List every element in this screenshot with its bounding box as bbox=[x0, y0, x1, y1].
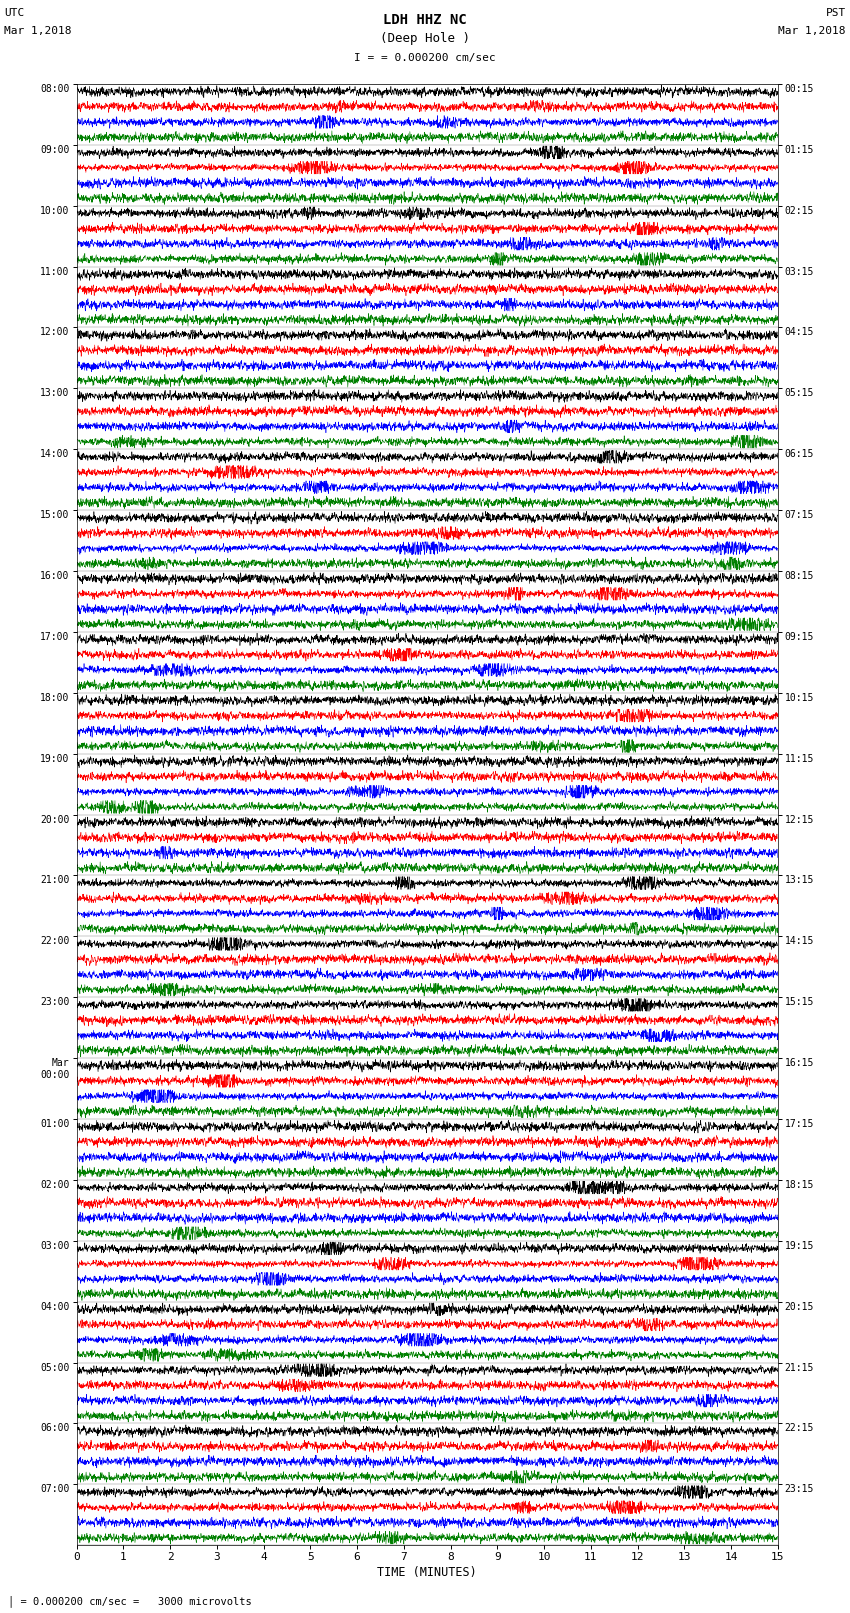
Text: LDH HHZ NC: LDH HHZ NC bbox=[383, 13, 467, 27]
Text: │ = 0.000200 cm/sec =   3000 microvolts: │ = 0.000200 cm/sec = 3000 microvolts bbox=[8, 1595, 252, 1607]
Text: UTC: UTC bbox=[4, 8, 25, 18]
Text: I = = 0.000200 cm/sec: I = = 0.000200 cm/sec bbox=[354, 53, 496, 63]
X-axis label: TIME (MINUTES): TIME (MINUTES) bbox=[377, 1566, 477, 1579]
Text: (Deep Hole ): (Deep Hole ) bbox=[380, 32, 470, 45]
Text: Mar 1,2018: Mar 1,2018 bbox=[779, 26, 846, 35]
Text: PST: PST bbox=[825, 8, 846, 18]
Text: Mar 1,2018: Mar 1,2018 bbox=[4, 26, 71, 35]
